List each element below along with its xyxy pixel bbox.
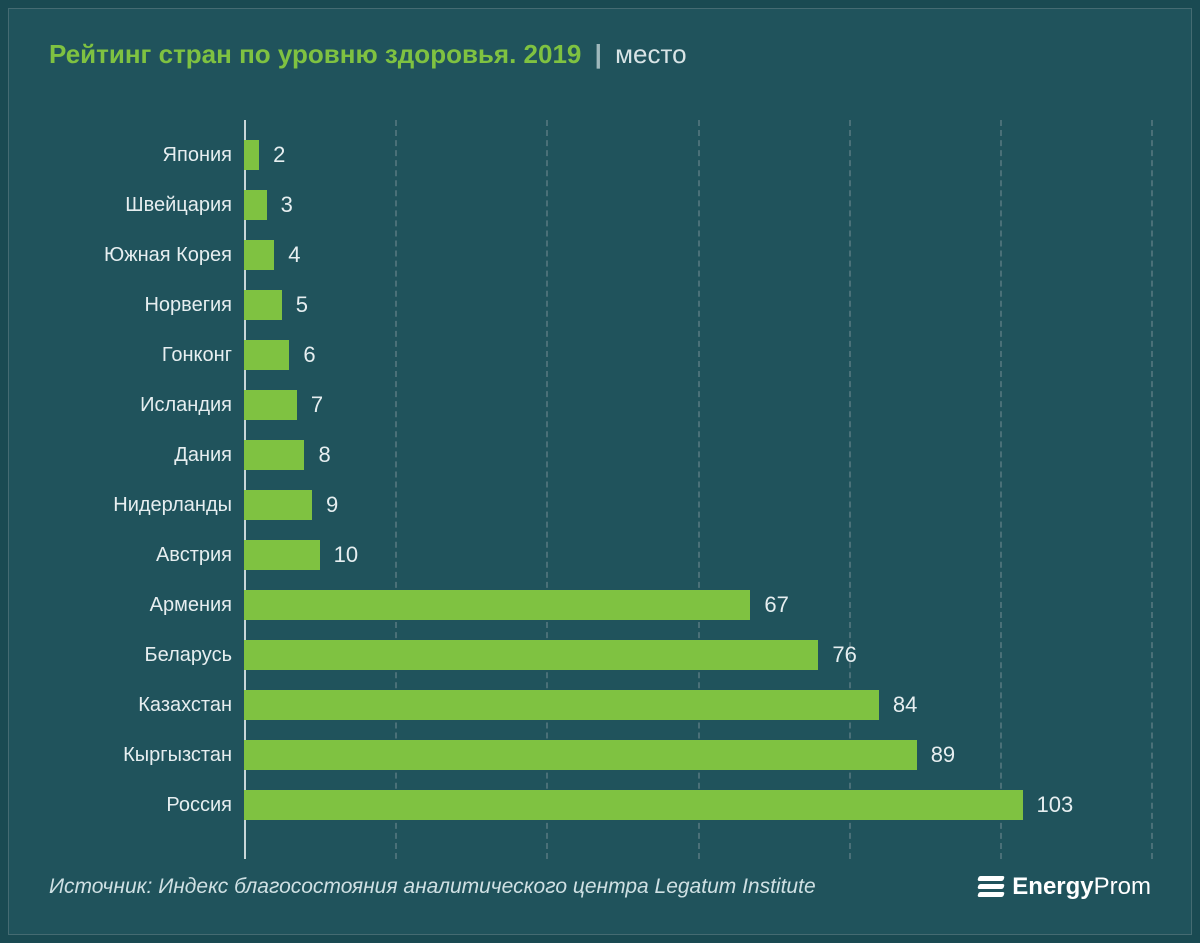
title-unit: место [615, 39, 686, 69]
brand-text: EnergyProm [1012, 873, 1151, 901]
bar-value: 5 [296, 292, 308, 318]
category-label: Швейцария [49, 180, 244, 230]
bar-row: 8 [244, 430, 1151, 480]
bar-value: 84 [893, 692, 917, 718]
bar-row: 84 [244, 680, 1151, 730]
category-label: Казахстан [49, 680, 244, 730]
bar [244, 590, 750, 620]
brand-icon [978, 876, 1004, 898]
bar-row: 4 [244, 230, 1151, 280]
bar-row: 3 [244, 180, 1151, 230]
category-label: Кыргызстан [49, 730, 244, 780]
bar-row: 9 [244, 480, 1151, 530]
chart-footer: Источник: Индекс благосостояния аналитич… [49, 859, 1151, 914]
bar-row: 7 [244, 380, 1151, 430]
category-label: Южная Корея [49, 230, 244, 280]
y-axis-labels: ЯпонияШвейцарияЮжная КореяНорвегияГонкон… [49, 120, 244, 859]
bar-row: 6 [244, 330, 1151, 380]
bar-row: 5 [244, 280, 1151, 330]
title-separator: | [595, 39, 602, 69]
category-label: Япония [49, 130, 244, 180]
category-label: Норвегия [49, 280, 244, 330]
category-label: Австрия [49, 530, 244, 580]
bar-value: 3 [281, 192, 293, 218]
bar-value: 76 [832, 642, 856, 668]
bar [244, 240, 274, 270]
bar [244, 140, 259, 170]
brand-thin: Prom [1094, 873, 1151, 900]
brand-logo: EnergyProm [978, 873, 1151, 901]
bar [244, 290, 282, 320]
bar [244, 790, 1023, 820]
category-label: Гонконг [49, 330, 244, 380]
bar [244, 740, 917, 770]
category-label: Россия [49, 780, 244, 830]
bar-value: 6 [303, 342, 315, 368]
bar-value: 7 [311, 392, 323, 418]
category-label: Нидерланды [49, 480, 244, 530]
bar-row: 76 [244, 630, 1151, 680]
brand-bold: Energy [1012, 873, 1093, 900]
bar-value: 4 [288, 242, 300, 268]
chart-title: Рейтинг стран по уровню здоровья. 2019 |… [49, 39, 1151, 70]
source-text: Источник: Индекс благосостояния аналитич… [49, 875, 816, 899]
bar-value: 103 [1037, 792, 1074, 818]
chart-area: ЯпонияШвейцарияЮжная КореяНорвегияГонкон… [49, 120, 1151, 859]
bar [244, 640, 818, 670]
category-label: Армения [49, 580, 244, 630]
bar-value: 9 [326, 492, 338, 518]
category-label: Исландия [49, 380, 244, 430]
bar-row: 67 [244, 580, 1151, 630]
bar [244, 440, 304, 470]
bar-value: 2 [273, 142, 285, 168]
bar [244, 390, 297, 420]
bar-value: 89 [931, 742, 955, 768]
bars-container: 234567891067768489103 [244, 120, 1151, 859]
bar-row: 2 [244, 130, 1151, 180]
bar [244, 340, 289, 370]
category-label: Дания [49, 430, 244, 480]
bar-value: 10 [334, 542, 358, 568]
grid-line [1151, 120, 1153, 859]
category-label: Беларусь [49, 630, 244, 680]
bar [244, 190, 267, 220]
title-main: Рейтинг стран по уровню здоровья. 2019 [49, 39, 581, 69]
bar-row: 103 [244, 780, 1151, 830]
bar-value: 67 [764, 592, 788, 618]
bar-row: 10 [244, 530, 1151, 580]
bar-value: 8 [318, 442, 330, 468]
bar [244, 690, 879, 720]
bar [244, 540, 320, 570]
chart-card: Рейтинг стран по уровню здоровья. 2019 |… [8, 8, 1192, 935]
bar [244, 490, 312, 520]
bar-row: 89 [244, 730, 1151, 780]
plot-area: 234567891067768489103 [244, 120, 1151, 859]
